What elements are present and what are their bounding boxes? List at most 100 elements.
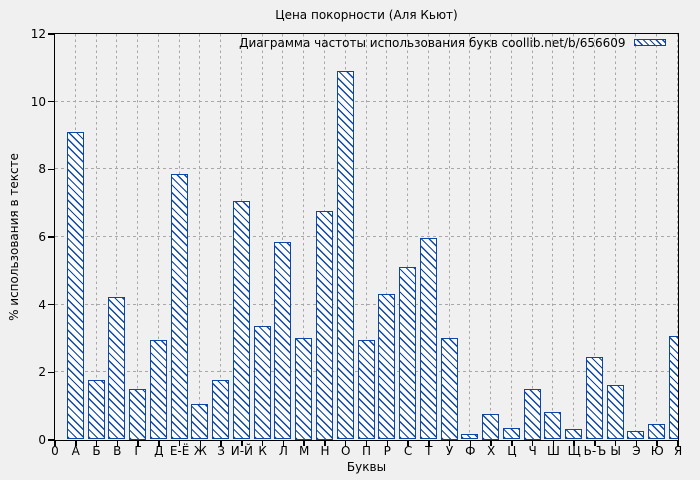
x-tick-mark — [365, 440, 368, 446]
bar-Ц — [502, 427, 520, 440]
x-tick-mark — [261, 440, 264, 446]
bar-С — [399, 266, 417, 440]
bar-Ы — [606, 385, 624, 440]
x-tick-label: Р — [383, 444, 391, 458]
bar-Ь-Ъ — [585, 356, 603, 440]
x-tick-mark — [282, 440, 285, 446]
x-tick-label: Х — [486, 444, 496, 458]
bar-К — [253, 326, 271, 440]
y-tick-label: 2 — [38, 365, 46, 380]
x-tick-label: К — [258, 444, 267, 458]
x-tick-mark — [531, 440, 534, 446]
x-tick-label: Ф — [465, 444, 476, 458]
bar-Т — [419, 238, 437, 440]
x-tick-mark — [220, 440, 222, 446]
y-tick-label: 10 — [30, 94, 46, 109]
x-tick-label: Ю — [650, 444, 664, 458]
x-tick-label-origin: 0 — [51, 444, 59, 458]
x-tick-label: Ж — [193, 444, 207, 458]
bar-И-Й — [232, 200, 250, 440]
x-tick-mark — [635, 440, 638, 446]
bar-Х — [482, 414, 500, 440]
bar-Ф — [461, 434, 479, 440]
x-tick-label: В — [113, 444, 122, 458]
x-tick-mark — [344, 440, 347, 446]
x-tick-label: С — [403, 444, 413, 458]
bar-Г — [129, 388, 147, 440]
x-tick-label: Л — [278, 444, 288, 458]
bar-Д — [149, 339, 167, 440]
bar-Щ — [565, 429, 583, 440]
x-tick-label: Т — [425, 444, 433, 458]
x-tick-label: Е-Ё — [169, 444, 190, 458]
bar-Ж — [191, 403, 209, 440]
legend-label: Диаграмма частоты использования букв coo… — [239, 35, 626, 50]
bar-Е-Ё — [170, 173, 188, 440]
x-tick-mark — [552, 440, 555, 446]
y-axis-title: % использования в тексте — [7, 153, 21, 321]
grid-line-horizontal — [54, 303, 678, 305]
x-tick-label: Я — [673, 444, 683, 458]
x-tick-label: Ч — [528, 444, 537, 458]
bar-Б — [87, 380, 105, 440]
x-tick-mark — [386, 440, 389, 446]
bar-Н — [315, 211, 333, 440]
x-tick-mark — [303, 440, 305, 446]
x-tick-mark — [324, 440, 326, 446]
x-tick-mark — [511, 440, 513, 446]
bar-Р — [378, 294, 396, 440]
x-tick-mark — [677, 440, 679, 446]
bar-Л — [274, 241, 292, 440]
bar-Ю — [648, 424, 666, 440]
x-tick-label: О — [340, 444, 351, 458]
x-tick-label: Ы — [610, 444, 621, 458]
x-tick-mark — [199, 440, 202, 446]
x-tick-label: Г — [134, 444, 142, 458]
x-tick-mark — [448, 440, 451, 446]
x-tick-mark — [116, 440, 119, 446]
x-tick-mark — [469, 440, 472, 446]
legend: Диаграмма частоты использования букв coo… — [239, 35, 666, 50]
chart-title: Цена покорности (Аля Кьют) — [275, 8, 458, 22]
x-axis-title: Буквы — [346, 460, 387, 474]
x-tick-mark — [490, 440, 492, 446]
x-tick-label: Ш — [546, 444, 560, 458]
grid-line-horizontal — [54, 100, 678, 102]
bar-Ш — [544, 412, 562, 440]
x-tick-label: М — [299, 444, 310, 458]
bar-У — [440, 338, 458, 440]
bar-Я — [669, 336, 678, 440]
x-tick-mark — [656, 440, 658, 446]
x-tick-label: Ь-Ъ — [583, 444, 607, 458]
x-tick-label: Д — [154, 444, 164, 458]
grid-line-horizontal — [54, 168, 678, 170]
y-tick-label: 12 — [30, 27, 46, 41]
x-tick-label: Ц — [507, 444, 517, 458]
x-tick-mark — [428, 440, 430, 446]
bar-О — [336, 70, 354, 440]
plot-area: Диаграмма частоты использования букв coo… — [53, 32, 679, 441]
x-tick-mark — [407, 440, 409, 446]
x-tick-label: Э — [632, 444, 641, 458]
bar-Э — [627, 431, 645, 440]
bar-А — [66, 131, 84, 440]
x-tick-label: И-Й — [230, 444, 254, 458]
x-tick-label: З — [217, 444, 225, 458]
x-tick-mark — [241, 440, 243, 446]
grid-line-horizontal — [54, 236, 678, 237]
x-tick-label: Н — [320, 444, 330, 458]
x-tick-mark — [573, 440, 575, 446]
x-tick-mark — [54, 440, 56, 446]
x-tick-mark — [75, 440, 77, 446]
x-tick-label: П — [361, 444, 372, 458]
x-tick-mark — [95, 440, 98, 446]
x-tick-label: Б — [92, 444, 101, 458]
x-tick-label: Щ — [567, 444, 581, 458]
bar-П — [357, 339, 375, 440]
bar-В — [108, 297, 126, 440]
bar-М — [295, 338, 313, 440]
x-tick-label: А — [71, 444, 80, 458]
y-tick-label: 0 — [38, 433, 46, 447]
x-tick-mark — [178, 440, 181, 446]
